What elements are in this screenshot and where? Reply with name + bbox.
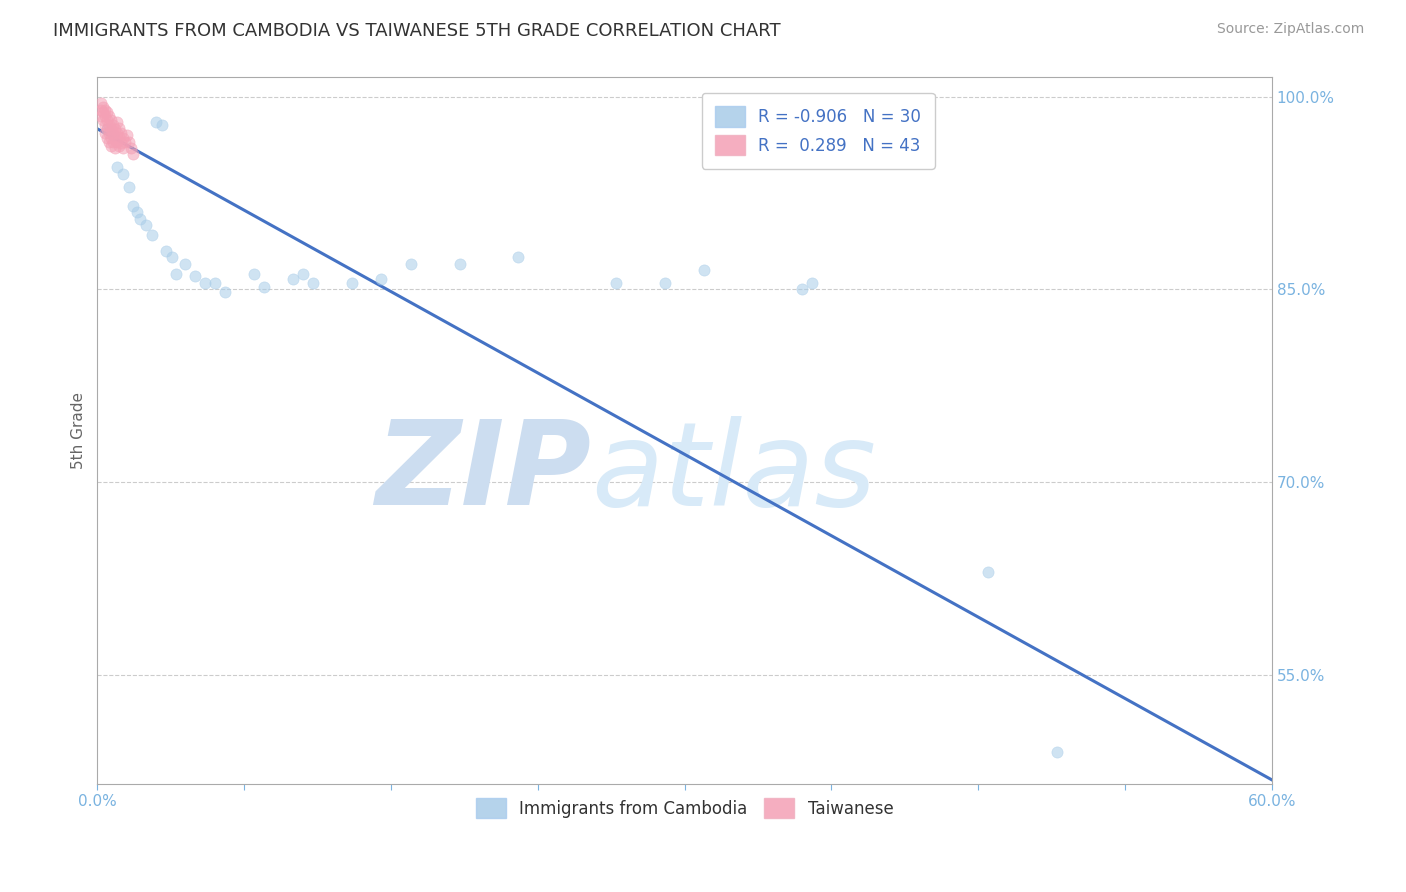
Point (101, 118, 124, 132)
Point (508, 250, 530, 264)
Point (104, 121, 127, 136)
Point (110, 126, 132, 140)
Point (94, 126, 117, 140)
Point (110, 136, 132, 150)
Point (654, 276, 676, 290)
Point (129, 211, 152, 226)
Point (105, 126, 128, 140)
Point (115, 128, 138, 143)
Point (105, 135, 128, 149)
Point (135, 218, 157, 232)
Point (96, 121, 118, 136)
Point (96, 130, 118, 145)
Point (370, 272, 392, 286)
Point (243, 267, 266, 281)
Point (253, 279, 276, 293)
Point (693, 263, 716, 277)
Point (108, 138, 131, 153)
Point (1045, 745, 1067, 759)
Point (120, 141, 142, 155)
Point (108, 120, 131, 135)
Point (114, 135, 136, 149)
Point (790, 282, 813, 296)
Text: Source: ZipAtlas.com: Source: ZipAtlas.com (1216, 22, 1364, 37)
Point (91, 112, 114, 127)
Point (111, 141, 134, 155)
Point (291, 267, 314, 281)
Point (125, 205, 148, 219)
Point (340, 276, 363, 290)
Point (155, 244, 177, 258)
Point (105, 115, 128, 129)
Point (605, 276, 627, 290)
Point (90, 96, 112, 111)
Point (121, 147, 143, 161)
Point (96, 105, 118, 120)
Point (118, 135, 141, 149)
Point (98, 109, 121, 123)
Point (301, 276, 323, 290)
Point (204, 276, 226, 290)
Point (118, 179, 141, 194)
Point (104, 141, 127, 155)
Text: IMMIGRANTS FROM CAMBODIA VS TAIWANESE 5TH GRADE CORRELATION CHART: IMMIGRANTS FROM CAMBODIA VS TAIWANESE 5T… (53, 22, 782, 40)
Point (399, 257, 422, 271)
Point (101, 128, 124, 143)
Point (145, 115, 167, 129)
Point (104, 130, 127, 145)
Point (108, 129, 131, 144)
Point (111, 167, 134, 181)
Point (96, 121, 118, 136)
Text: atlas: atlas (591, 416, 876, 530)
Point (100, 138, 122, 153)
Point (121, 199, 143, 213)
Legend: Immigrants from Cambodia, Taiwanese: Immigrants from Cambodia, Taiwanese (470, 791, 900, 825)
Point (100, 121, 122, 136)
Point (90, 103, 112, 117)
Point (165, 267, 187, 281)
Text: ZIP: ZIP (374, 416, 591, 531)
Point (105, 161, 128, 175)
Point (160, 250, 183, 264)
Point (91, 105, 114, 120)
Point (91, 100, 114, 114)
Point (101, 126, 124, 140)
Point (214, 285, 236, 299)
Point (100, 130, 122, 145)
Point (111, 130, 134, 145)
Point (184, 269, 207, 284)
Point (94, 103, 117, 117)
Y-axis label: 5th Grade: 5th Grade (72, 392, 86, 469)
Point (94, 109, 117, 123)
Point (449, 257, 471, 271)
Point (101, 135, 124, 149)
Point (174, 257, 197, 271)
Point (141, 228, 163, 243)
Point (94, 118, 117, 132)
Point (977, 565, 1000, 579)
Point (100, 112, 122, 127)
Point (98, 135, 121, 149)
Point (800, 276, 823, 290)
Point (98, 126, 121, 140)
Point (96, 112, 118, 127)
Point (281, 272, 304, 286)
Point (150, 118, 173, 132)
Point (90, 109, 112, 123)
Point (98, 118, 121, 132)
Point (194, 276, 217, 290)
